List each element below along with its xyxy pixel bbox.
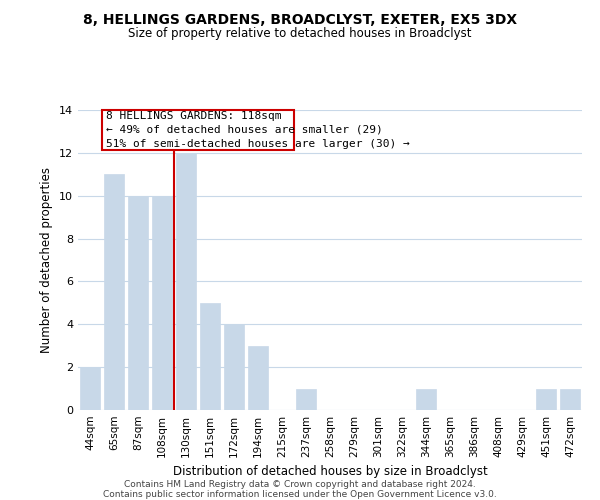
Text: 8, HELLINGS GARDENS, BROADCLYST, EXETER, EX5 3DX: 8, HELLINGS GARDENS, BROADCLYST, EXETER,… [83, 12, 517, 26]
Text: Size of property relative to detached houses in Broadclyst: Size of property relative to detached ho… [128, 28, 472, 40]
Y-axis label: Number of detached properties: Number of detached properties [40, 167, 53, 353]
Text: Contains public sector information licensed under the Open Government Licence v3: Contains public sector information licen… [103, 490, 497, 499]
Bar [560, 388, 580, 410]
X-axis label: Distribution of detached houses by size in Broadclyst: Distribution of detached houses by size … [173, 466, 487, 478]
Text: Contains HM Land Registry data © Crown copyright and database right 2024.: Contains HM Land Registry data © Crown c… [124, 480, 476, 489]
Bar [152, 196, 172, 410]
Bar [104, 174, 124, 410]
Bar [80, 367, 100, 410]
Bar [176, 153, 196, 410]
Bar [224, 324, 244, 410]
Bar [200, 303, 220, 410]
Bar [416, 388, 436, 410]
Bar [128, 196, 148, 410]
Bar [536, 388, 556, 410]
Bar [296, 388, 316, 410]
FancyBboxPatch shape [102, 110, 294, 150]
Bar [248, 346, 268, 410]
Text: 8 HELLINGS GARDENS: 118sqm
← 49% of detached houses are smaller (29)
51% of semi: 8 HELLINGS GARDENS: 118sqm ← 49% of deta… [106, 111, 409, 149]
